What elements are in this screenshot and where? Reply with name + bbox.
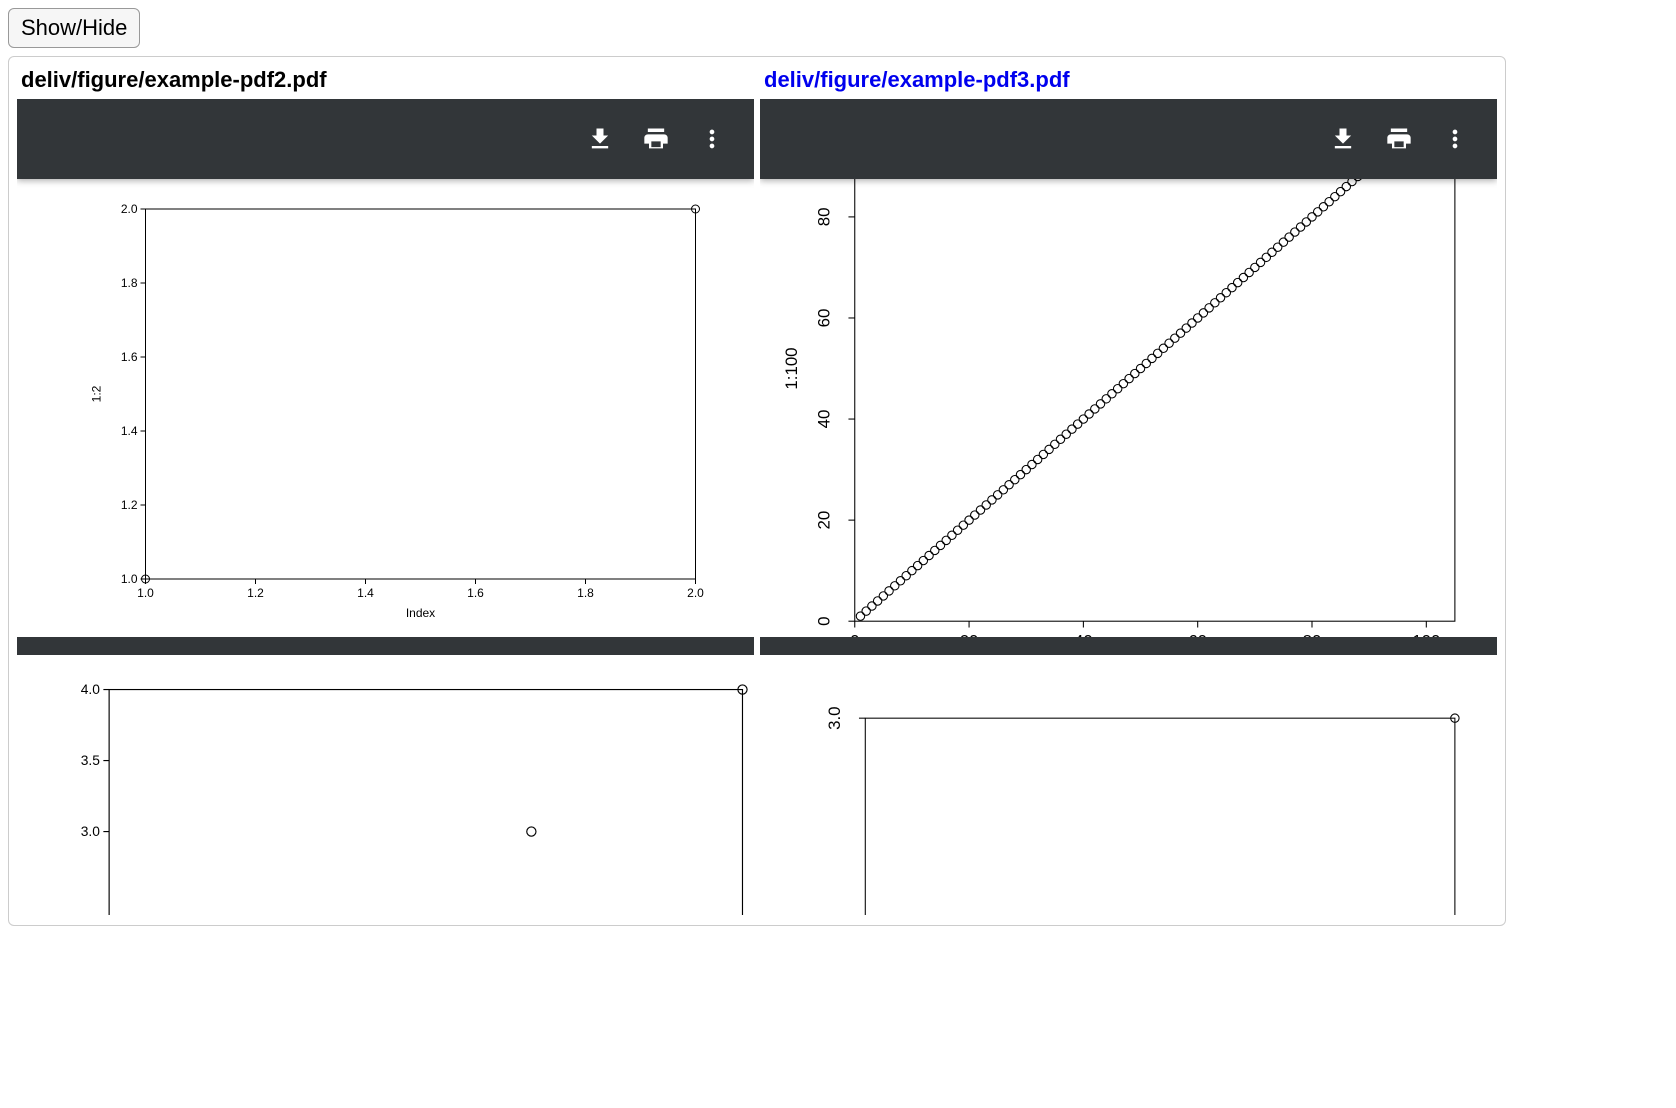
right-column: deliv/figure/example-pdf3.pdf — [760, 65, 1497, 917]
svg-text:20: 20 — [960, 631, 979, 637]
left-page-1: 1.0 1.2 1.4 1.6 1.8 2.0 1.0 1.2 1.4 1.6 1.8 2.0 Inde… — [17, 179, 754, 637]
left-chart-1-2: 1.0 1.2 1.4 1.6 1.8 2.0 1.0 1.2 1.4 1.6 1.8 2.0 Inde… — [17, 179, 754, 637]
svg-text:20: 20 — [814, 511, 833, 530]
page-separator — [760, 637, 1497, 655]
right-pdf-title-link[interactable]: deliv/figure/example-pdf3.pdf — [760, 65, 1497, 99]
right-pdf-viewer[interactable]: 020406080100020406080Index1:100 3.0 — [760, 99, 1497, 917]
print-icon[interactable] — [1385, 125, 1413, 153]
svg-text:3.0: 3.0 — [825, 706, 844, 729]
left-column: deliv/figure/example-pdf2.pdf — [17, 65, 754, 917]
svg-text:60: 60 — [1188, 631, 1207, 637]
more-menu-icon[interactable] — [1441, 125, 1469, 153]
left-chart-1-4: 3.0 3.5 4.0 — [17, 655, 754, 915]
svg-text:4.0: 4.0 — [81, 681, 101, 697]
svg-text:3.0: 3.0 — [81, 823, 101, 839]
right-chart-1-100: 020406080100020406080Index1:100 — [760, 179, 1497, 637]
svg-text:1.0: 1.0 — [137, 586, 154, 600]
pdf-toolbar-left — [17, 99, 754, 179]
svg-text:1.6: 1.6 — [467, 586, 484, 600]
right-pages-scroll[interactable]: 020406080100020406080Index1:100 3.0 — [760, 179, 1497, 917]
svg-text:80: 80 — [1303, 631, 1322, 637]
download-icon[interactable] — [1329, 125, 1357, 153]
page-separator — [17, 637, 754, 655]
pdf-toolbar-right — [760, 99, 1497, 179]
svg-text:1.0: 1.0 — [121, 572, 138, 586]
show-hide-button[interactable]: Show/Hide — [8, 8, 140, 48]
svg-text:1.6: 1.6 — [121, 350, 138, 364]
svg-text:1.8: 1.8 — [121, 276, 138, 290]
left-page-2: 3.0 3.5 4.0 — [17, 655, 754, 915]
svg-text:1.4: 1.4 — [121, 424, 138, 438]
svg-text:2.0: 2.0 — [687, 586, 704, 600]
more-menu-icon[interactable] — [698, 125, 726, 153]
svg-text:60: 60 — [814, 309, 833, 328]
svg-text:1:100: 1:100 — [782, 347, 801, 389]
right-page-2: 3.0 — [760, 655, 1497, 915]
left-pdf-viewer[interactable]: 1.0 1.2 1.4 1.6 1.8 2.0 1.0 1.2 1.4 1.6 1.8 2.0 Inde… — [17, 99, 754, 917]
left-pdf-title: deliv/figure/example-pdf2.pdf — [17, 65, 754, 99]
download-icon[interactable] — [586, 125, 614, 153]
svg-text:100: 100 — [1412, 631, 1440, 637]
svg-text:40: 40 — [814, 410, 833, 429]
svg-text:0: 0 — [814, 617, 833, 626]
right-page-1: 020406080100020406080Index1:100 — [760, 179, 1497, 637]
svg-text:1.4: 1.4 — [357, 586, 374, 600]
iframe-panel: deliv/figure/example-pdf2.pdf — [8, 56, 1506, 926]
svg-text:Index: Index — [406, 606, 435, 620]
svg-text:1.2: 1.2 — [121, 498, 138, 512]
svg-text:1:2: 1:2 — [90, 385, 104, 402]
svg-text:0: 0 — [850, 631, 859, 637]
svg-text:3.5: 3.5 — [81, 752, 101, 768]
svg-text:80: 80 — [814, 208, 833, 227]
svg-text:2.0: 2.0 — [121, 202, 138, 216]
svg-text:1.2: 1.2 — [247, 586, 264, 600]
svg-text:40: 40 — [1074, 631, 1093, 637]
svg-text:1.8: 1.8 — [577, 586, 594, 600]
right-chart-1-3: 3.0 — [760, 655, 1497, 915]
left-pages-scroll[interactable]: 1.0 1.2 1.4 1.6 1.8 2.0 1.0 1.2 1.4 1.6 1.8 2.0 Inde… — [17, 179, 754, 917]
print-icon[interactable] — [642, 125, 670, 153]
